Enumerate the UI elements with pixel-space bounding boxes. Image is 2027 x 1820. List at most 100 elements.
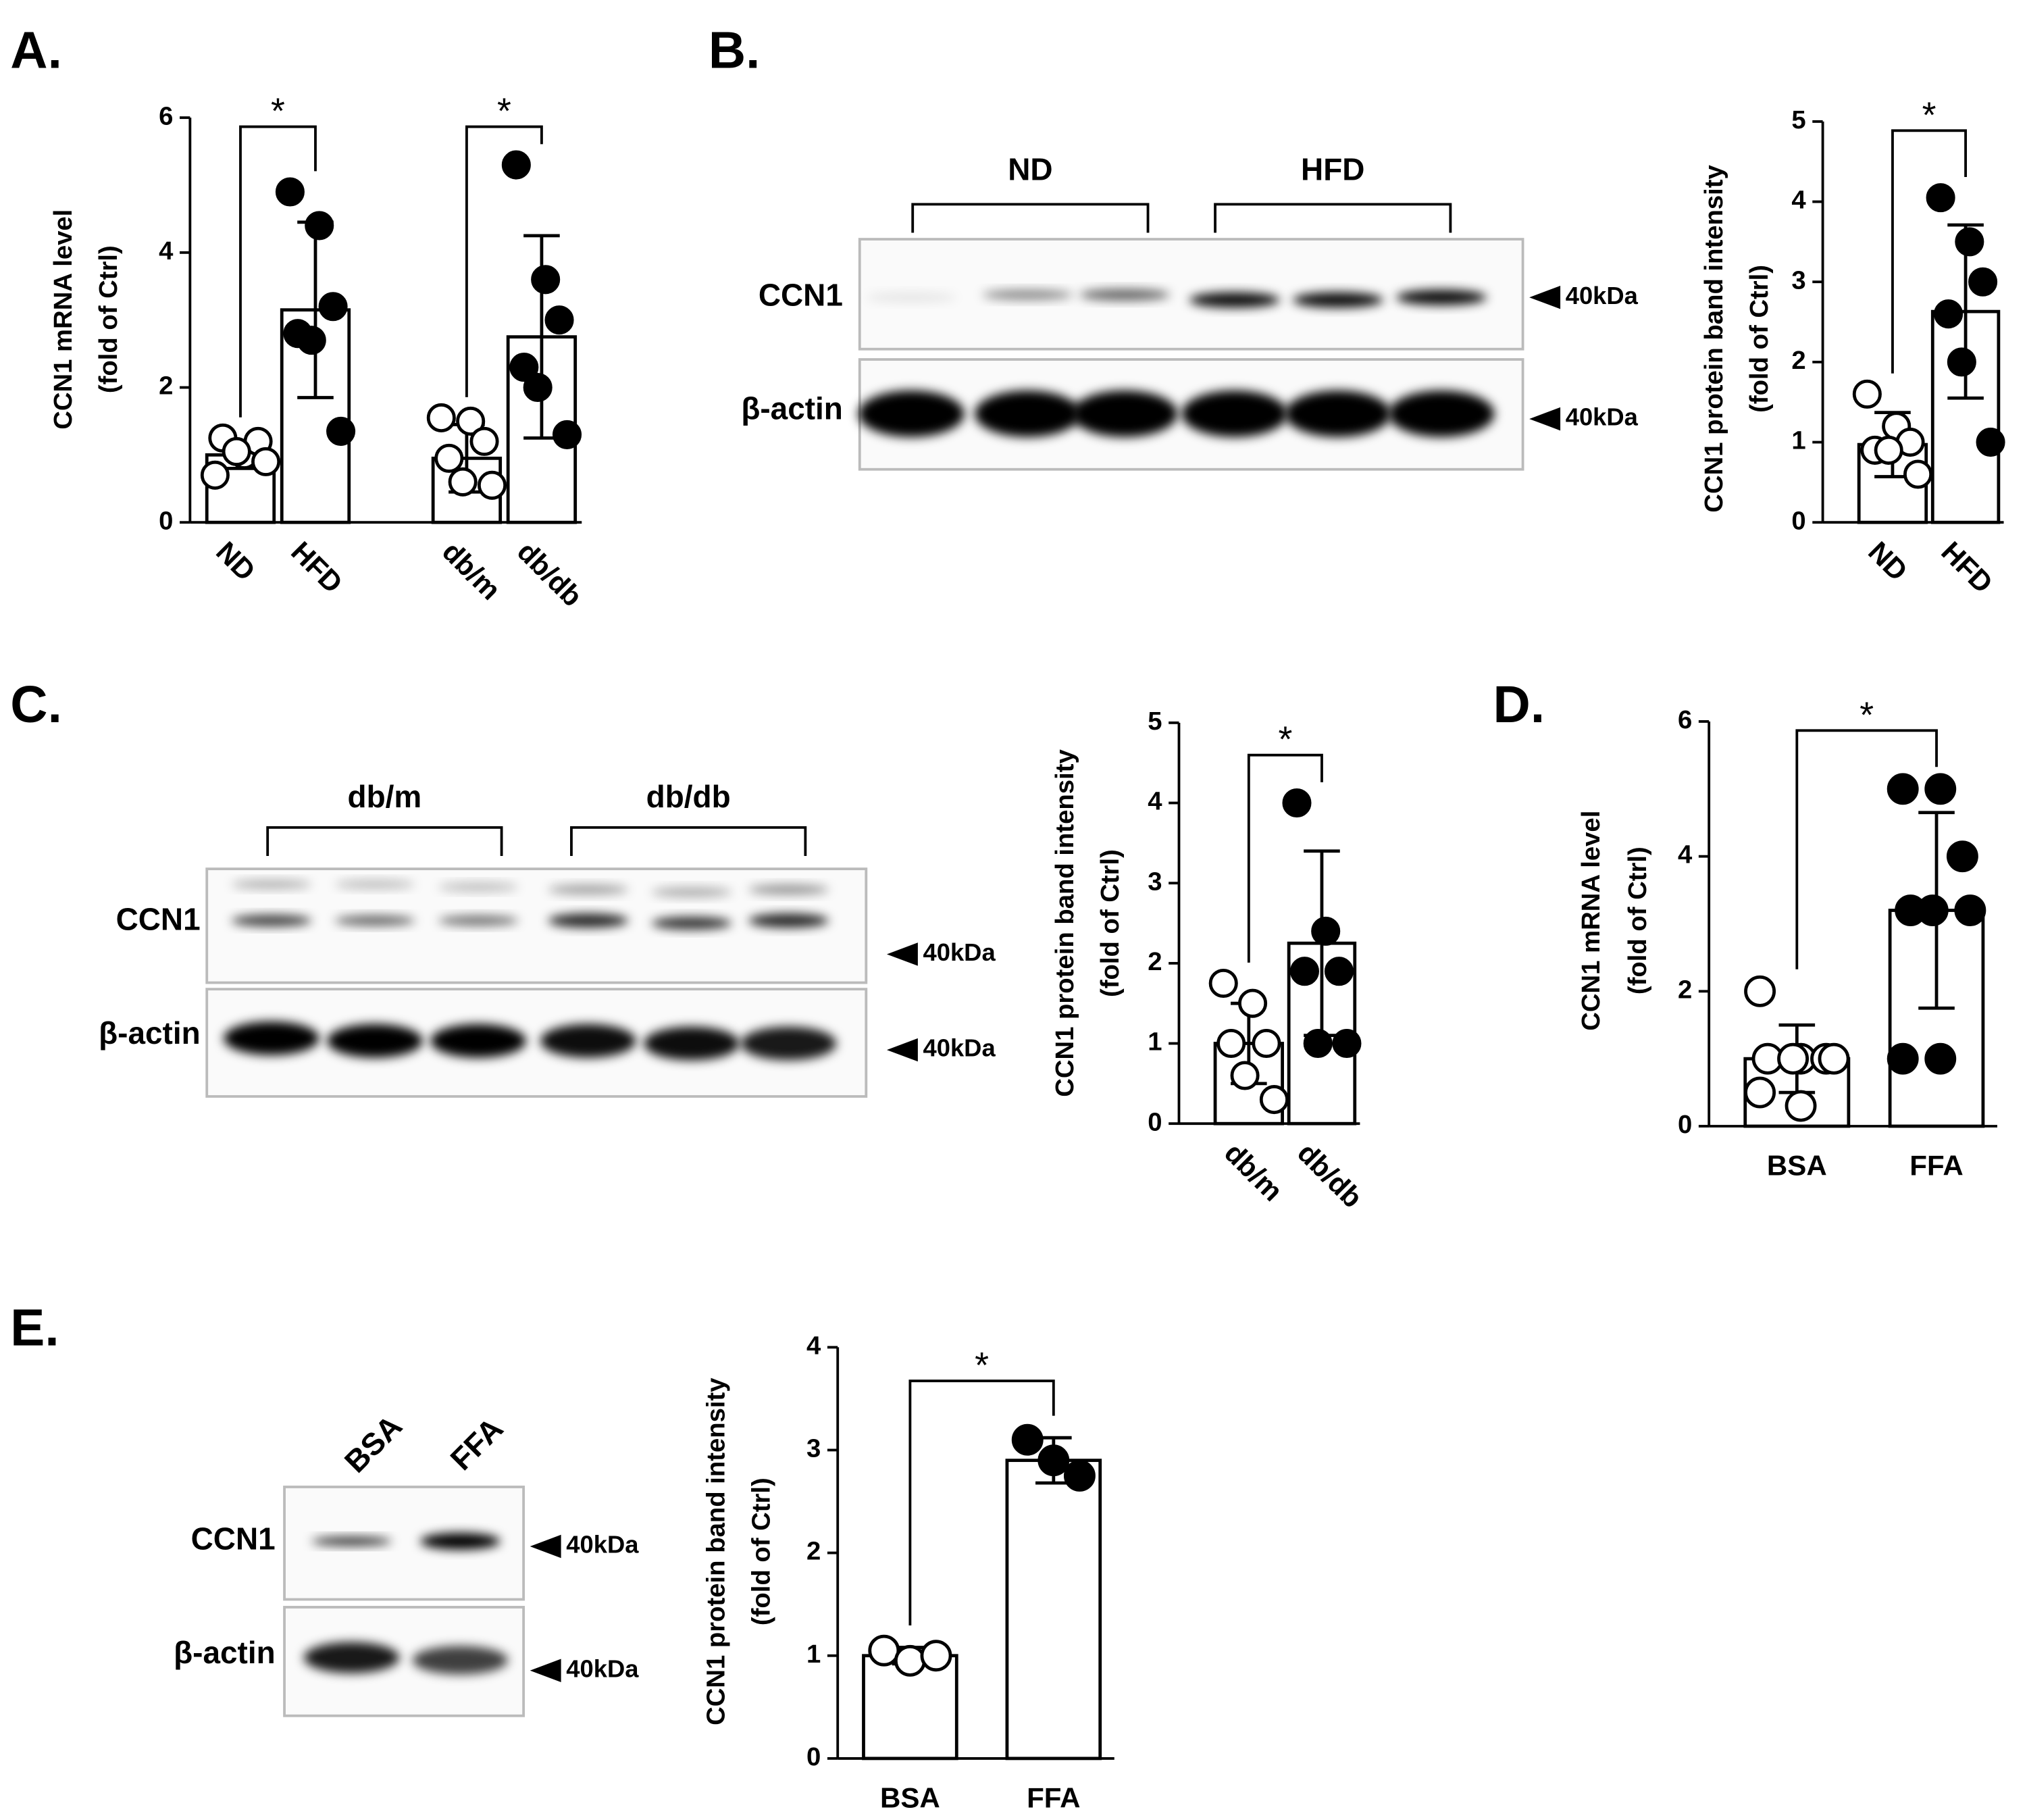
band [1189,292,1280,308]
marker-label: 40kDa [1566,403,1639,431]
data-point [894,1644,926,1677]
significance-label: * [975,1345,989,1386]
y-tick-label: 3 [806,1434,821,1463]
data-point [1332,1028,1362,1059]
y-tick-label: 4 [1791,186,1806,215]
band [1071,390,1178,437]
band [224,1021,319,1055]
y-tick-label: 4 [1148,787,1162,816]
band [303,1642,400,1673]
band [858,390,965,437]
data-point [1954,894,1986,926]
band [740,1026,837,1061]
lane-bracket [911,203,1150,233]
y-axis-label: CCN1 protein band intensity [701,1377,730,1725]
y-axis-label: (fold of Ctrl) [746,1477,775,1625]
band [412,1646,509,1675]
data-point [326,416,356,446]
data-point [456,406,486,436]
band [644,1026,740,1061]
band [327,1023,423,1058]
marker-label: 40kDa [923,1034,996,1062]
y-tick-label: 2 [806,1537,821,1566]
data-point [1924,1042,1957,1075]
y-axis-label: CCN1 mRNA level [49,209,78,430]
data-point [544,305,574,335]
y-tick-label: 1 [806,1640,821,1669]
data-point [552,420,582,449]
x-tick-label: FFA [1027,1781,1081,1813]
data-point [1887,1042,1919,1075]
band [1079,288,1171,301]
data-point [868,1634,900,1667]
marker-arrow [530,1659,561,1682]
data-point [297,326,326,355]
panel-label: B. [709,22,761,80]
x-tick-label: FFA [1909,1149,1964,1181]
marker-arrow [530,1534,561,1559]
significance-label: * [1278,719,1292,760]
y-axis-label: CCN1 protein band intensity [1699,164,1728,512]
band [651,916,732,930]
y-tick-label: 0 [159,506,173,535]
data-point [1208,968,1238,999]
x-tick-label: BSA [880,1781,940,1813]
y-axis-label: CCN1 protein band intensity [1050,749,1079,1097]
band [438,882,519,892]
data-point [275,177,305,207]
significance-bracket [1795,729,1938,969]
data-point [1744,1076,1776,1109]
data-point [1916,894,1949,926]
band [334,915,415,926]
data-point [1785,1090,1817,1122]
data-point [1324,957,1354,986]
row-label: β-actin [99,1015,201,1051]
significance-label: * [1859,694,1874,735]
y-tick-label: 2 [1148,947,1162,976]
data-point [1252,1028,1281,1059]
marker-label: 40kDa [566,1654,639,1682]
y-tick-label: 5 [1148,707,1162,736]
data-point [1744,975,1776,1007]
significance-bracket [1891,129,1968,374]
y-tick-label: 0 [806,1742,821,1771]
data-point [305,211,334,241]
y-tick-label: 2 [1791,346,1805,375]
band [975,390,1081,437]
band [231,915,312,927]
y-axis-label: (fold of Ctrl) [1745,265,1774,413]
significance-bracket [465,125,543,397]
data-point [1289,957,1320,986]
significance-bracket [908,1380,1055,1626]
data-point [1818,1042,1850,1075]
row-label: β-actin [174,1635,276,1670]
data-point [1976,428,2005,457]
band [1396,289,1487,305]
data-point [426,403,456,432]
band [651,886,732,898]
data-point [200,460,230,490]
band [438,915,519,926]
band [311,1536,392,1546]
data-point [1874,435,1903,465]
row-label: CCN1 [116,902,201,937]
band [1292,292,1383,308]
y-tick-label: 6 [1678,705,1692,734]
band [866,292,957,303]
marker-label: 40kDa [1566,282,1639,309]
lane-group-label: db/m [348,779,422,814]
lane-bracket [1214,203,1452,233]
data-point [1887,773,1919,805]
y-axis-label: (fold of Ctrl) [1096,849,1125,997]
y-tick-label: 3 [1791,266,1805,295]
data-point [434,443,464,473]
significance-bracket [239,125,317,418]
marker-arrow [886,942,918,966]
lane-group-label: db/db [646,779,731,814]
data-point [1238,988,1268,1018]
significance-bracket [1247,753,1323,963]
data-point [1311,916,1341,946]
data-point [469,426,499,456]
panel-label: C. [10,676,62,734]
